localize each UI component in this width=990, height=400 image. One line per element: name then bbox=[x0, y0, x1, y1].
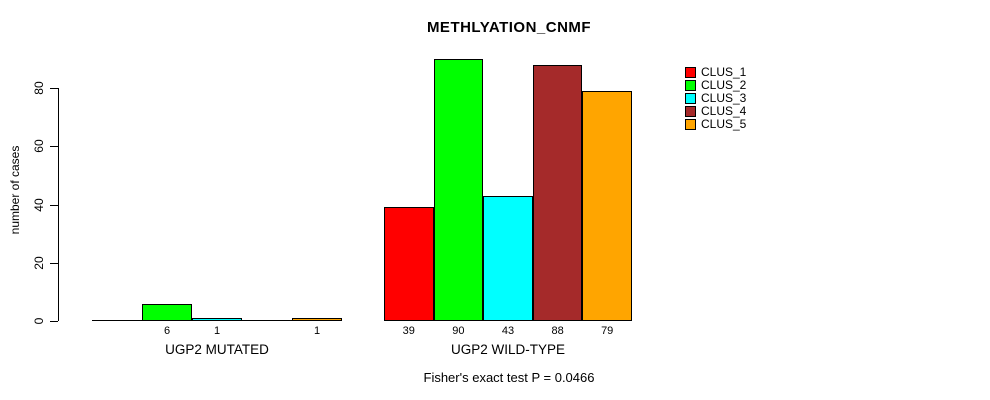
y-tick-mark bbox=[50, 262, 58, 264]
legend-label: CLUS_4 bbox=[701, 104, 747, 118]
bar-value-label: 88 bbox=[551, 325, 564, 337]
legend-label: CLUS_3 bbox=[701, 91, 747, 105]
bar-value-label: 43 bbox=[501, 325, 515, 337]
chart-title: METHLYATION_CNMF bbox=[426, 19, 592, 36]
bar-clus_2 bbox=[433, 59, 484, 321]
bar-clus_4 bbox=[532, 65, 583, 321]
y-tick-label: 20 bbox=[32, 256, 46, 270]
y-tick-mark bbox=[50, 204, 58, 206]
y-tick-label: 40 bbox=[32, 197, 46, 212]
y-tick-label: 60 bbox=[32, 139, 46, 153]
legend-label: CLUS_5 bbox=[701, 117, 747, 131]
bar-clus_2 bbox=[142, 304, 192, 321]
y-axis-line bbox=[58, 88, 59, 321]
y-tick-label: 0 bbox=[32, 317, 46, 325]
group-label: UGP2 WILD-TYPE bbox=[450, 342, 566, 357]
bar-value-label: 1 bbox=[213, 325, 221, 337]
legend-label: CLUS_2 bbox=[701, 78, 747, 92]
bar-value-label: 90 bbox=[452, 325, 465, 337]
bar-clus_5 bbox=[292, 318, 342, 321]
bar-value-label: 1 bbox=[313, 325, 321, 337]
y-axis-title: number of cases bbox=[8, 145, 22, 235]
zero-bar-clus_4 bbox=[242, 320, 292, 321]
bar-value-label: 79 bbox=[601, 325, 614, 337]
legend-swatch-clus_5 bbox=[685, 119, 696, 130]
fisher-test-note: Fisher's exact test P = 0.0466 bbox=[423, 370, 595, 385]
zero-bar-clus_1 bbox=[92, 320, 142, 321]
bar-clus_5 bbox=[582, 91, 632, 321]
legend-swatch-clus_4 bbox=[685, 106, 696, 117]
y-tick-mark bbox=[50, 321, 58, 322]
y-tick-mark bbox=[50, 146, 58, 148]
bar-clus_3 bbox=[192, 318, 242, 321]
bar-value-label: 6 bbox=[163, 325, 171, 337]
legend-swatch-clus_1 bbox=[685, 67, 696, 78]
legend-swatch-clus_2 bbox=[685, 80, 696, 91]
y-tick-mark bbox=[50, 88, 58, 89]
bar-clus_1 bbox=[384, 207, 434, 321]
legend-label: CLUS_1 bbox=[701, 65, 747, 79]
bar-value-label: 39 bbox=[402, 325, 415, 337]
group-label: UGP2 MUTATED bbox=[165, 342, 269, 357]
legend-swatch-clus_3 bbox=[685, 93, 696, 104]
bar-clus_3 bbox=[483, 196, 533, 321]
y-tick-label: 80 bbox=[32, 81, 46, 95]
